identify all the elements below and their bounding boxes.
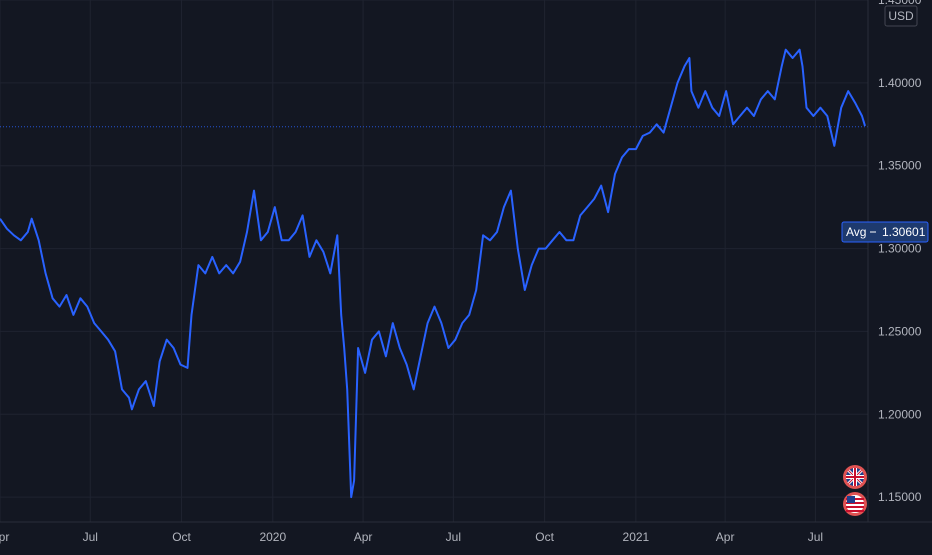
y-tick-label: 1.40000 <box>878 76 922 90</box>
currency-label: USD <box>888 9 914 23</box>
avg-label: Avg <box>846 225 866 239</box>
x-tick-label: Jul <box>446 530 461 544</box>
avg-marker: Avg 1.30601 <box>841 221 929 243</box>
avg-value: 1.30601 <box>882 225 926 239</box>
x-tick-label: 2021 <box>623 530 650 544</box>
x-tick-label: Jul <box>808 530 823 544</box>
x-tick-label: Oct <box>172 530 191 544</box>
x-tick-label: Apr <box>0 530 9 544</box>
y-tick-label: 1.15000 <box>878 490 922 504</box>
us-flag-icon[interactable] <box>843 492 867 516</box>
y-tick-label: 1.20000 <box>878 407 922 421</box>
x-tick-label: Jul <box>83 530 98 544</box>
y-tick-label: 1.30000 <box>878 242 922 256</box>
uk-flag-icon[interactable] <box>843 465 867 489</box>
y-tick-label: 1.45000 <box>878 0 922 7</box>
x-tick-label: 2020 <box>259 530 286 544</box>
price-series-line[interactable] <box>0 48 866 499</box>
y-tick-label: 1.25000 <box>878 324 922 338</box>
x-tick-label: Oct <box>535 530 554 544</box>
currency-badge[interactable]: USD <box>884 5 918 27</box>
x-tick-label: Apr <box>354 530 373 544</box>
y-tick-label: 1.35000 <box>878 159 922 173</box>
x-tick-label: Apr <box>716 530 735 544</box>
